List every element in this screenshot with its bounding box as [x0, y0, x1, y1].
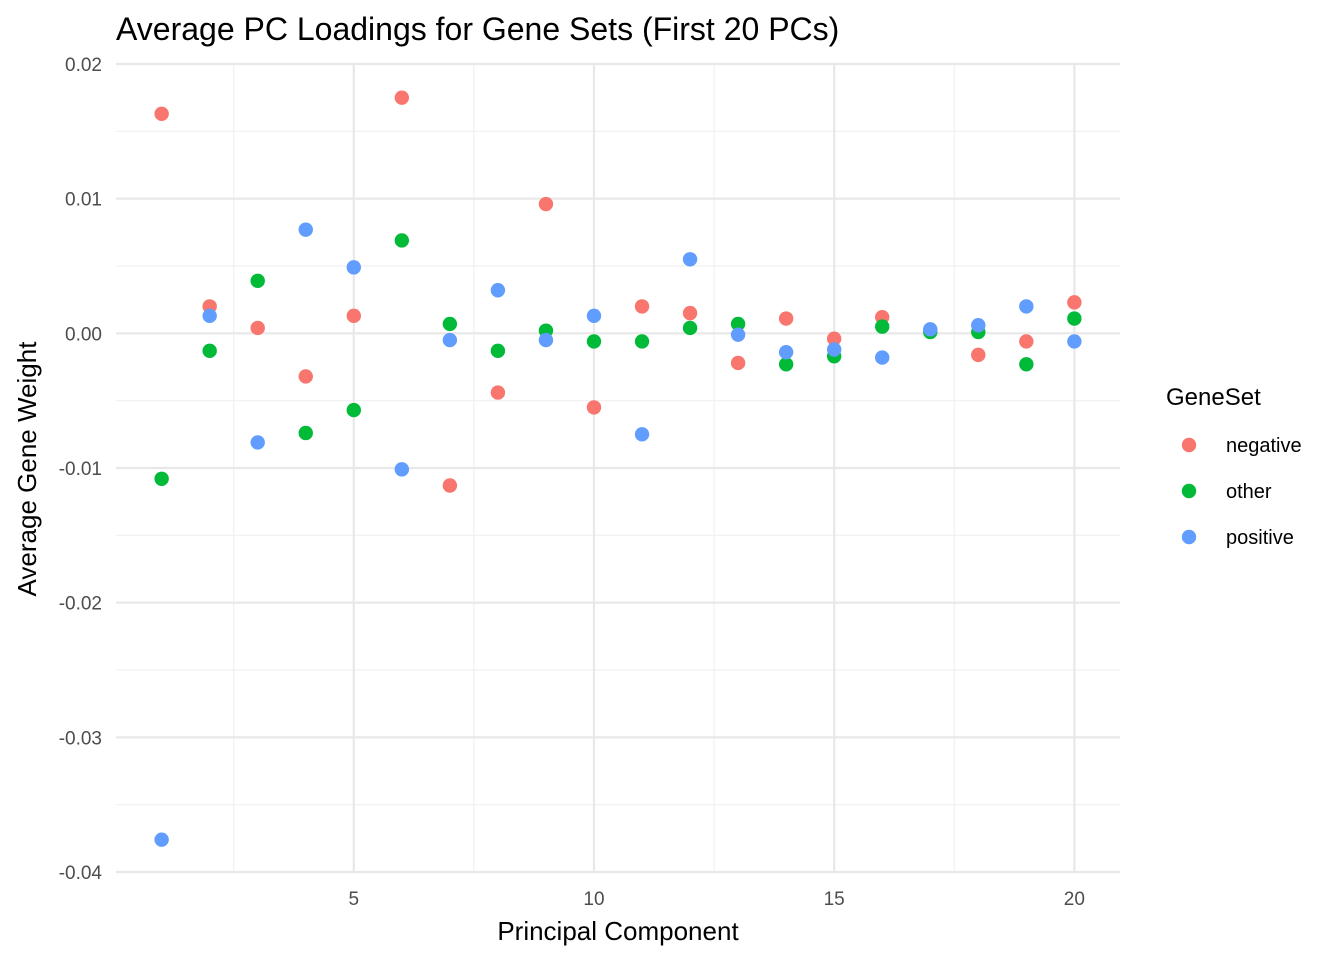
data-point-positive — [250, 435, 265, 450]
y-tick-label: 0.00 — [65, 324, 102, 345]
data-point-other — [250, 273, 265, 289]
data-point-positive — [923, 322, 938, 337]
x-axis-title: Principal Component — [497, 916, 739, 946]
data-point-negative — [298, 369, 313, 384]
data-point-negative — [250, 320, 265, 336]
data-point-other — [346, 402, 361, 418]
data-point-positive — [202, 308, 217, 324]
legend-label-other: other — [1226, 481, 1272, 503]
y-tick-label: -0.03 — [59, 728, 102, 749]
data-point-positive — [1067, 334, 1082, 349]
data-point-positive — [154, 832, 169, 847]
legend: negative other positive — [1181, 435, 1302, 549]
data-point-positive — [826, 342, 842, 357]
data-point-negative — [778, 311, 794, 326]
data-point-positive — [971, 318, 986, 333]
data-point-negative — [826, 331, 842, 346]
data-point-other — [490, 343, 506, 359]
data-point-other — [394, 233, 410, 248]
legend-key-negative — [1181, 437, 1197, 453]
y-axis-tick-labels: -0.04 -0.03 -0.02 -0.01 0.00 0.01 0.02 — [59, 55, 103, 884]
data-point-negative — [1019, 334, 1034, 349]
data-point-negative — [634, 299, 650, 314]
data-point-negative — [346, 308, 361, 324]
data-point-positive — [394, 462, 410, 477]
data-point-negative — [394, 90, 410, 105]
data-point-positive — [778, 344, 794, 360]
data-point-negative — [971, 347, 986, 363]
chart-title: Average PC Loadings for Gene Sets (First… — [116, 11, 839, 47]
legend-label-positive: positive — [1226, 527, 1294, 549]
data-points — [154, 90, 1082, 847]
data-point-positive — [875, 350, 890, 365]
data-point-negative — [154, 106, 169, 122]
data-point-other — [682, 320, 698, 336]
y-tick-label: -0.02 — [59, 594, 102, 615]
y-tick-label: -0.04 — [59, 863, 103, 884]
data-point-other — [1067, 311, 1082, 326]
data-point-negative — [730, 355, 746, 371]
data-point-positive — [1019, 299, 1034, 314]
data-point-other — [298, 425, 313, 441]
y-tick-label: 0.02 — [65, 55, 102, 76]
legend-title: GeneSet — [1166, 384, 1261, 411]
data-point-other — [730, 316, 746, 332]
data-point-other — [634, 334, 650, 349]
data-point-other — [1019, 357, 1034, 372]
data-point-negative — [682, 305, 698, 321]
legend-label-negative: negative — [1226, 435, 1302, 457]
data-point-negative — [538, 196, 554, 212]
data-point-other — [442, 316, 458, 332]
x-tick-label: 20 — [1064, 889, 1085, 910]
data-point-positive — [682, 252, 698, 267]
data-point-positive — [346, 260, 361, 275]
data-point-negative — [442, 478, 458, 493]
x-tick-label: 15 — [824, 889, 845, 910]
data-point-other — [586, 334, 602, 349]
x-tick-label: 5 — [349, 889, 360, 910]
legend-key-other — [1181, 483, 1197, 499]
data-point-positive — [442, 332, 458, 348]
data-point-negative — [1067, 295, 1082, 310]
y-tick-label: -0.01 — [59, 459, 102, 480]
x-tick-label: 10 — [583, 889, 604, 910]
data-point-negative — [586, 400, 602, 415]
data-point-positive — [586, 308, 602, 324]
legend-key-positive — [1181, 529, 1197, 545]
major-gridlines — [116, 62, 1120, 874]
data-point-other — [154, 471, 169, 486]
data-point-negative — [490, 385, 506, 400]
data-point-positive — [298, 222, 313, 237]
data-point-positive — [490, 283, 506, 298]
data-point-other — [875, 319, 890, 334]
x-axis-tick-labels: 5 10 15 20 — [349, 889, 1085, 910]
data-point-positive — [730, 327, 746, 342]
data-point-positive — [538, 332, 554, 348]
y-axis-title: Average Gene Weight — [12, 341, 42, 597]
y-tick-label: 0.01 — [65, 190, 102, 211]
data-point-positive — [634, 427, 650, 442]
data-point-other — [202, 343, 217, 359]
data-point-other — [778, 357, 794, 372]
